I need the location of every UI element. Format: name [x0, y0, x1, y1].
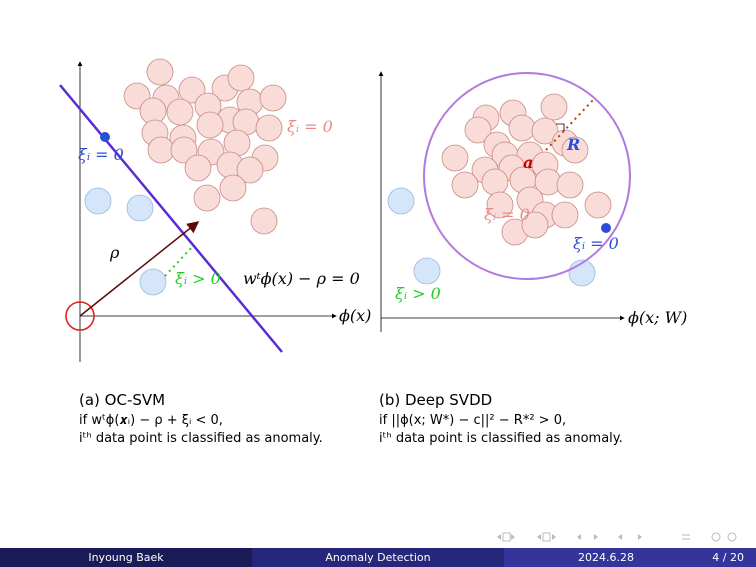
data-point: [556, 171, 584, 199]
footer-title: Anomaly Detection: [325, 551, 430, 564]
caption: if wᵗϕ(𝒙ᵢ) − ρ + ξᵢ < 0,: [79, 413, 223, 428]
data-point: [387, 187, 415, 215]
data-point: [178, 76, 206, 104]
data-point: [464, 116, 492, 144]
slack: [164, 245, 194, 277]
origin: [65, 301, 95, 331]
caption: if ||ϕ(x; W*) − c||² − R*² > 0,: [379, 413, 566, 428]
hypersphere: [423, 72, 631, 280]
data-point: [146, 58, 174, 86]
data-point: [196, 111, 224, 139]
data-point: [531, 117, 559, 145]
support-point: [100, 132, 110, 142]
data-point: [193, 184, 221, 212]
label: wᵗϕ(x) − ρ = 0: [243, 269, 360, 288]
data-point: [236, 156, 264, 184]
right-angle: [556, 123, 565, 131]
footer-bar: [252, 548, 504, 567]
label: a: [523, 153, 533, 172]
label: ξᵢ = 0: [573, 234, 619, 253]
data-point: [540, 93, 568, 121]
label: ξᵢ > 0: [395, 284, 441, 303]
data-point: [521, 211, 549, 239]
data-point: [219, 174, 247, 202]
rho-arrow: [79, 221, 200, 317]
label: ϕ(x; W): [628, 308, 687, 327]
footer-date: 2024.6.28: [578, 551, 634, 564]
data-point: [255, 114, 283, 142]
data-point: [413, 257, 441, 285]
label: ξᵢ = 0: [484, 205, 530, 224]
data-point: [250, 207, 278, 235]
footer-bar: [504, 548, 756, 567]
data-point: [584, 191, 612, 219]
data-point: [227, 64, 255, 92]
label: R: [566, 135, 580, 154]
data-point: [166, 98, 194, 126]
data-point: [139, 268, 167, 296]
data-point: [441, 144, 469, 172]
data-point: [481, 168, 509, 196]
footer-page: 4 / 20: [712, 551, 744, 564]
caption: iᵗʰ data point is classified as anomaly.: [79, 431, 323, 446]
data-point: [147, 136, 175, 164]
support-point: [601, 223, 611, 233]
data-point: [259, 84, 287, 112]
caption: iᵗʰ data point is classified as anomaly.: [379, 431, 623, 446]
label: ρ: [109, 243, 120, 262]
hyperplane: [59, 84, 283, 353]
data-point: [126, 194, 154, 222]
label: ξᵢ > 0: [175, 269, 221, 288]
nav-symbols[interactable]: [490, 531, 737, 543]
caption-title: (a) OC-SVM: [79, 391, 165, 409]
data-point: [170, 136, 198, 164]
data-point: [451, 171, 479, 199]
caption-title: (b) Deep SVDD: [379, 391, 492, 409]
data-point: [551, 201, 579, 229]
label: ξᵢ = 0: [78, 145, 124, 164]
data-point: [561, 136, 589, 164]
label: ξᵢ = 0: [287, 117, 333, 136]
data-point: [84, 187, 112, 215]
footer-author: Inyoung Baek: [88, 551, 164, 564]
data-points: [84, 58, 612, 296]
footer-bar: [0, 548, 252, 567]
label: ϕ(x): [339, 306, 371, 325]
data-point: [486, 191, 514, 219]
data-point: [508, 114, 536, 142]
data-point: [184, 154, 212, 182]
